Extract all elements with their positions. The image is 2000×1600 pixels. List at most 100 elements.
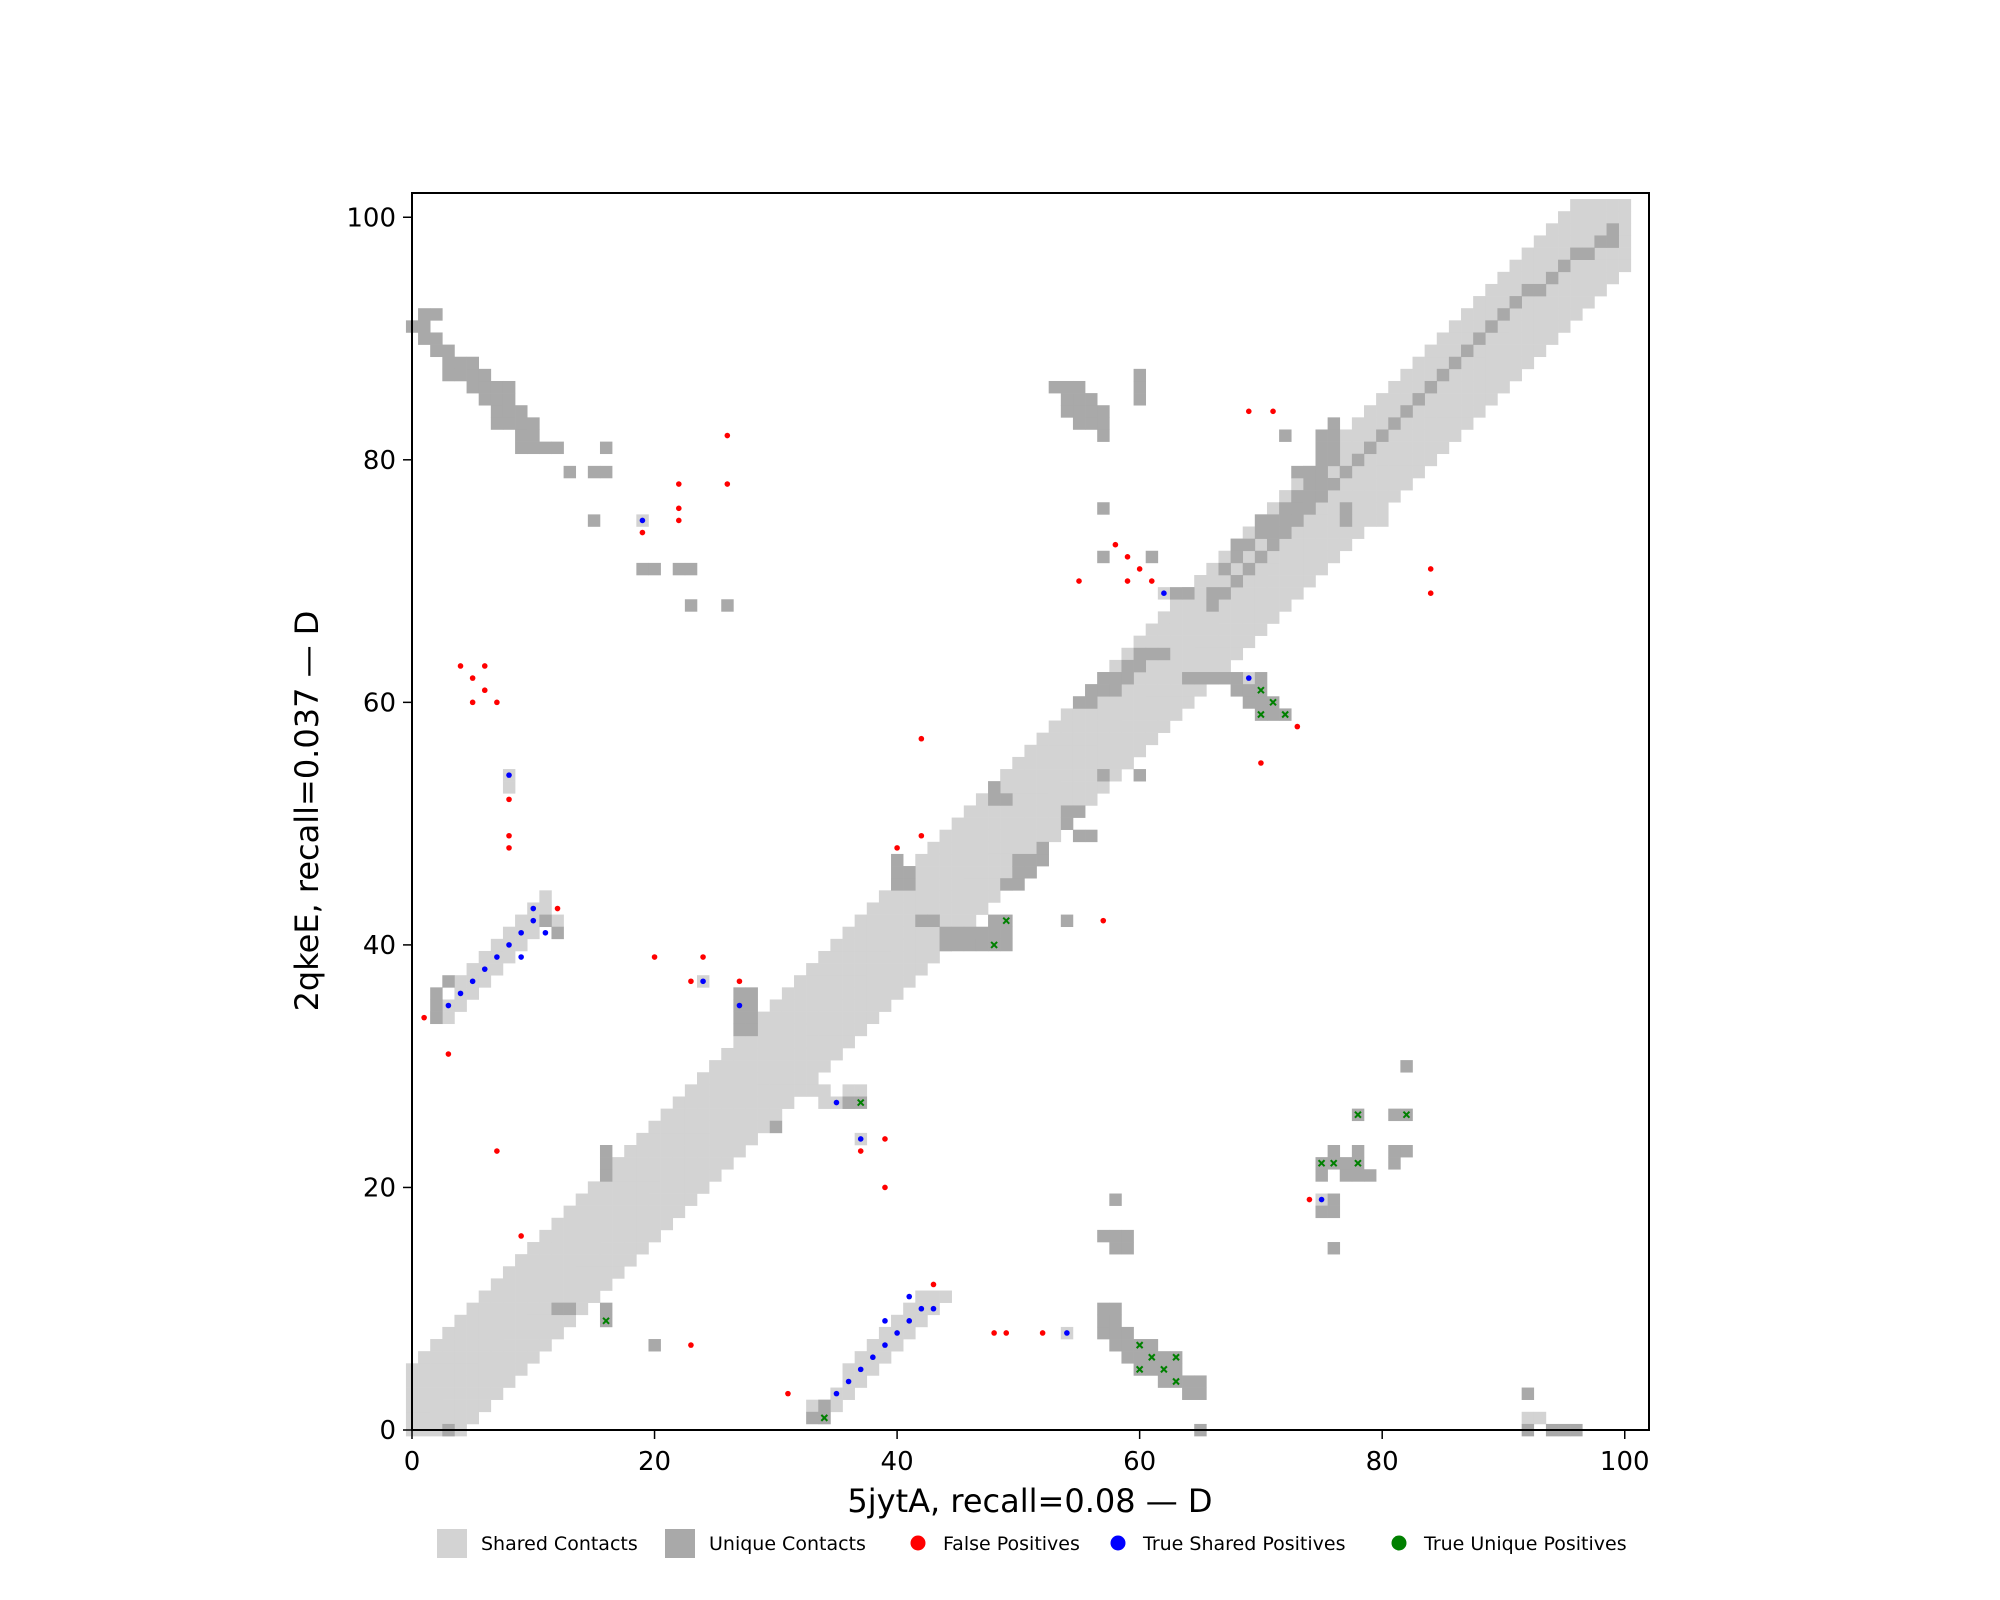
false-positive-point — [494, 699, 500, 706]
unique-contact-cell — [1097, 1314, 1110, 1328]
unique-contact-cell — [1097, 417, 1110, 430]
unique-contact-cell — [1060, 817, 1074, 830]
unique-contact-cell — [1351, 453, 1365, 467]
shared-contact-cell — [721, 1108, 734, 1122]
shared-contact-cell — [1169, 684, 1183, 697]
shared-contact-cell — [1182, 623, 1195, 636]
shared-contact-cell — [515, 1351, 528, 1364]
unique-contact-cell — [430, 999, 443, 1012]
shared-contact-cell — [915, 878, 928, 891]
shared-contact-cell — [1133, 672, 1147, 685]
shared-contact-cell — [1339, 477, 1353, 491]
shared-contact-cell — [466, 1375, 480, 1388]
unique-contact-cell — [1133, 647, 1147, 661]
shared-contact-cell — [454, 1339, 467, 1352]
shared-contact-cell — [648, 1181, 661, 1194]
shared-contact-cell — [818, 975, 831, 988]
unique-contact-cell — [939, 938, 952, 952]
unique-contact-cell — [684, 562, 698, 576]
unique-contact-cell — [1194, 1387, 1207, 1400]
legend-item: False Positives — [910, 1533, 1080, 1555]
shared-contact-cell — [1412, 405, 1425, 418]
unique-contact-cell — [1230, 550, 1244, 564]
shared-contact-cell — [672, 1132, 686, 1146]
shared-contact-cell — [1461, 368, 1474, 382]
shared-contact-cell — [915, 853, 928, 867]
shared-contact-cell — [988, 890, 1001, 903]
shared-contact-cell — [1412, 441, 1425, 455]
shared-contact-cell — [1618, 235, 1632, 248]
shared-contact-cell — [648, 1169, 661, 1182]
shared-contact-cell — [527, 1242, 540, 1255]
shared-contact-cell — [1424, 356, 1438, 370]
unique-contact-cell — [1000, 793, 1013, 806]
shared-contact-cell — [830, 1011, 843, 1025]
shared-contact-cell — [757, 1120, 771, 1134]
shared-contact-cell — [1461, 393, 1474, 406]
shared-contact-cell — [1048, 769, 1062, 782]
shared-contact-cell — [1072, 756, 1086, 770]
shared-contact-cell — [624, 1157, 637, 1170]
unique-contact-cell — [1266, 708, 1280, 721]
shared-contact-cell — [951, 817, 965, 830]
shared-contact-cell — [490, 1302, 504, 1316]
shared-contact-cell — [1473, 405, 1486, 418]
true-unique-positive-point — [1402, 1110, 1411, 1119]
shared-contact-cell — [1085, 756, 1098, 770]
shared-contact-cell — [551, 1254, 564, 1267]
shared-contact-cell — [1400, 453, 1413, 467]
shared-contact-cell — [575, 1278, 589, 1291]
unique-contact-cell — [1230, 684, 1244, 697]
shared-contact-cell — [1109, 744, 1122, 758]
shared-contact-cell — [478, 1326, 492, 1340]
shared-contact-cell — [672, 1205, 686, 1219]
shared-contact-cell — [1376, 417, 1389, 430]
shared-contact-cell — [757, 1060, 771, 1073]
shared-contact-cell — [1509, 356, 1522, 370]
shared-contact-cell — [1448, 393, 1462, 406]
shared-contact-cell — [624, 1205, 637, 1219]
shared-contact-cell — [575, 1205, 589, 1219]
shared-contact-cell — [527, 1290, 540, 1303]
unique-contact-cell — [587, 514, 601, 527]
shared-contact-cell — [587, 1254, 601, 1267]
shared-contact-cell — [563, 1205, 577, 1219]
shared-contact-cell — [515, 1266, 528, 1279]
legend-swatch — [437, 1529, 467, 1558]
shared-contact-cell — [963, 841, 977, 855]
shared-contact-cell — [963, 829, 977, 843]
unique-contact-cell — [1121, 1229, 1134, 1243]
false-positive-point — [1294, 723, 1301, 730]
shared-contact-cell — [478, 1363, 492, 1376]
unique-contact-cell — [903, 866, 916, 879]
shared-contact-cell — [696, 1084, 710, 1097]
shared-contact-cell — [1145, 635, 1159, 649]
unique-contact-cell — [951, 926, 965, 940]
shared-contact-cell — [854, 914, 868, 928]
shared-contact-cell — [842, 1084, 855, 1097]
shared-contact-cell — [1315, 538, 1328, 552]
unique-contact-cell — [963, 926, 977, 940]
shared-contact-cell — [1412, 368, 1425, 382]
shared-contact-cell — [769, 1084, 783, 1097]
shared-contact-cell — [1206, 575, 1219, 588]
unique-contact-cell — [806, 1411, 819, 1425]
true-shared-positive-point — [1064, 1330, 1070, 1336]
shared-contact-cell — [478, 1375, 492, 1388]
unique-contact-cell — [963, 938, 977, 952]
shared-contact-cell — [1545, 223, 1559, 236]
shared-contact-cell — [1145, 672, 1159, 685]
shared-contact-cell — [1521, 308, 1535, 321]
unique-contact-cell — [502, 393, 516, 406]
unique-contact-cell — [1315, 490, 1328, 503]
unique-contact-cell — [1315, 477, 1328, 491]
shared-contact-cell — [587, 1217, 601, 1231]
unique-contact-cell — [1339, 465, 1353, 479]
shared-contact-cell — [939, 890, 952, 903]
true-shared-positive-point — [481, 966, 488, 972]
shared-contact-cell — [1097, 732, 1110, 746]
shared-contact-cell — [1448, 320, 1462, 333]
shared-contact-cell — [1012, 756, 1025, 770]
shared-contact-cell — [1303, 514, 1316, 527]
shared-contact-cell — [527, 1351, 540, 1364]
